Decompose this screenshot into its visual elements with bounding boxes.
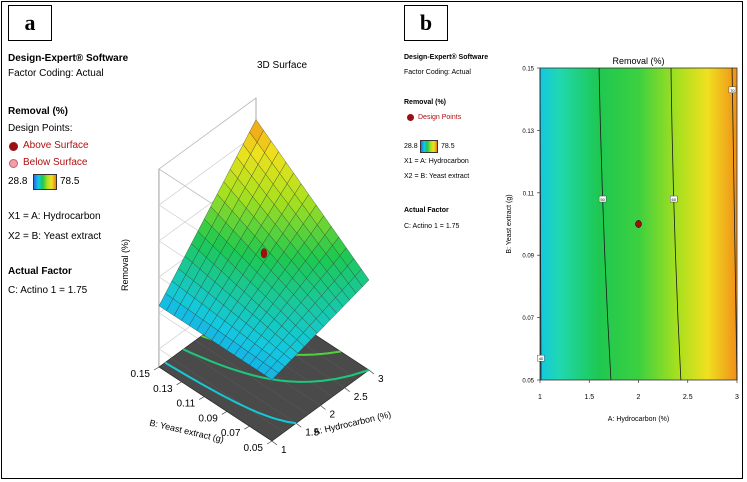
color-min-b: 28.8 bbox=[404, 143, 418, 150]
x-tick-label: 2.5 bbox=[354, 392, 368, 403]
contour-x-tick-label: 3 bbox=[735, 394, 739, 401]
factor-c-b: C: Actino 1 = 1.75 bbox=[404, 223, 460, 230]
color-scale-a bbox=[33, 174, 57, 190]
x2-label-a: X2 = B: Yeast extract bbox=[8, 231, 102, 242]
contour-y-tick-label: 0.09 bbox=[522, 254, 534, 260]
contour-y-tick-label: 0.15 bbox=[522, 67, 534, 73]
x-tick-label: 3 bbox=[378, 374, 384, 385]
panel-b-label: b bbox=[404, 5, 448, 41]
color-max-a: 78.5 bbox=[60, 176, 80, 187]
x-tick bbox=[368, 369, 375, 375]
y-tick bbox=[153, 366, 160, 371]
contour-y-tick-label: 0.05 bbox=[522, 379, 534, 385]
y-tick-label: 0.11 bbox=[176, 399, 195, 410]
software-name-b: Design-Expert® Software bbox=[404, 54, 489, 61]
contour-line bbox=[731, 67, 738, 381]
y-tick-label: 0.05 bbox=[244, 443, 264, 454]
factor-coding-b: Factor Coding: Actual bbox=[404, 69, 471, 76]
y-tick-label: 0.13 bbox=[153, 384, 173, 395]
surface-title: 3D Surface bbox=[257, 60, 307, 71]
surface-plot: 3D Surface304050607080Removal (%)11.522.… bbox=[120, 60, 392, 456]
contour-label-box bbox=[537, 354, 545, 362]
actual-factor-a: Actual Factor bbox=[8, 266, 72, 277]
design-points-heading-a: Design Points: bbox=[8, 123, 73, 134]
x-tick bbox=[296, 422, 302, 428]
contour-label: 60 bbox=[671, 197, 676, 202]
y-tick-label: 0.09 bbox=[198, 413, 218, 424]
x-tick bbox=[344, 387, 350, 393]
contour-label-box bbox=[598, 195, 607, 203]
y-tick bbox=[244, 425, 250, 430]
contour-x-axis-label: A: Hydrocarbon (%) bbox=[608, 416, 669, 423]
color-max-b: 78.5 bbox=[441, 143, 455, 150]
contour-plot: Removal (%) 40 50 60 70 1 1.5 2 2.5 3 A: Hydrocarb… bbox=[506, 56, 739, 423]
contour-y-tick-label: 0.07 bbox=[522, 316, 534, 322]
contour-y-tick-label: 0.13 bbox=[522, 129, 534, 135]
z-axis-label: Removal (%) bbox=[120, 239, 130, 291]
contour-x-tick-label: 2.5 bbox=[683, 394, 693, 401]
x-tick bbox=[271, 440, 278, 446]
x-tick-label: 1.5 bbox=[305, 427, 319, 438]
above-surface-marker bbox=[9, 142, 18, 151]
design-points-label-b: Design Points bbox=[418, 114, 462, 121]
y-tick-label: 0.07 bbox=[221, 428, 241, 439]
contour-line bbox=[539, 67, 542, 381]
color-min-a: 28.8 bbox=[8, 176, 28, 187]
above-surface-label: Above Surface bbox=[23, 140, 89, 151]
contour-label: 50 bbox=[600, 197, 605, 202]
contour-y-axis-label: B: Yeast extract (g) bbox=[506, 194, 513, 253]
actual-factor-b: Actual Factor bbox=[404, 207, 449, 214]
x-tick-label: 2 bbox=[330, 410, 336, 421]
y-tick bbox=[266, 440, 273, 445]
panel-a-label: a bbox=[8, 5, 52, 41]
factor-c-a: C: Actino 1 = 1.75 bbox=[8, 285, 88, 296]
contour-label: 40 bbox=[539, 356, 544, 361]
contour-y-tick-label: 0.11 bbox=[523, 191, 535, 197]
below-surface-label: Below Surface bbox=[23, 157, 88, 168]
y-tick bbox=[176, 381, 182, 386]
floor-gridline bbox=[195, 340, 309, 415]
contour-x-tick-label: 2 bbox=[637, 394, 641, 401]
x1-label-a: X1 = A: Hydrocarbon bbox=[8, 211, 101, 222]
color-scale-b bbox=[420, 140, 438, 153]
y-tick bbox=[221, 411, 227, 415]
x-tick bbox=[320, 405, 326, 410]
response-name-b: Removal (%) bbox=[404, 99, 447, 106]
response-name-a: Removal (%) bbox=[8, 106, 69, 117]
contour-x-tick-label: 1 bbox=[538, 394, 542, 401]
contour-label-box bbox=[670, 195, 678, 203]
surface-patch bbox=[354, 269, 370, 287]
design-point-marker-b bbox=[407, 114, 414, 121]
floor-gridline bbox=[170, 357, 285, 433]
floor-contour-line bbox=[164, 361, 297, 425]
x-tick-label: 1 bbox=[281, 445, 287, 456]
y-tick-label: 0.15 bbox=[131, 369, 151, 380]
contour-title: Removal (%) bbox=[612, 56, 664, 66]
floor-contour-line bbox=[182, 348, 370, 383]
contour-line bbox=[670, 67, 682, 381]
software-name-a: Design-Expert® Software bbox=[8, 53, 129, 64]
x-axis-label: A: Hydrocarbon (%) bbox=[313, 409, 392, 437]
contour-label: 70 bbox=[730, 88, 735, 93]
contour-label-box bbox=[728, 86, 737, 94]
floor-gridline bbox=[183, 349, 297, 424]
contour-x-tick-label: 1.5 bbox=[584, 394, 594, 401]
factor-coding-a: Factor Coding: Actual bbox=[8, 68, 104, 79]
design-point-3d bbox=[260, 248, 268, 259]
design-point-contour bbox=[635, 220, 642, 228]
contour-line bbox=[598, 67, 612, 381]
below-surface-marker bbox=[9, 159, 18, 168]
y-tick bbox=[199, 396, 205, 400]
x2-label-b: X2 = B: Yeast extract bbox=[404, 173, 470, 180]
x1-label-b: X1 = A: Hydrocarbon bbox=[404, 158, 469, 165]
